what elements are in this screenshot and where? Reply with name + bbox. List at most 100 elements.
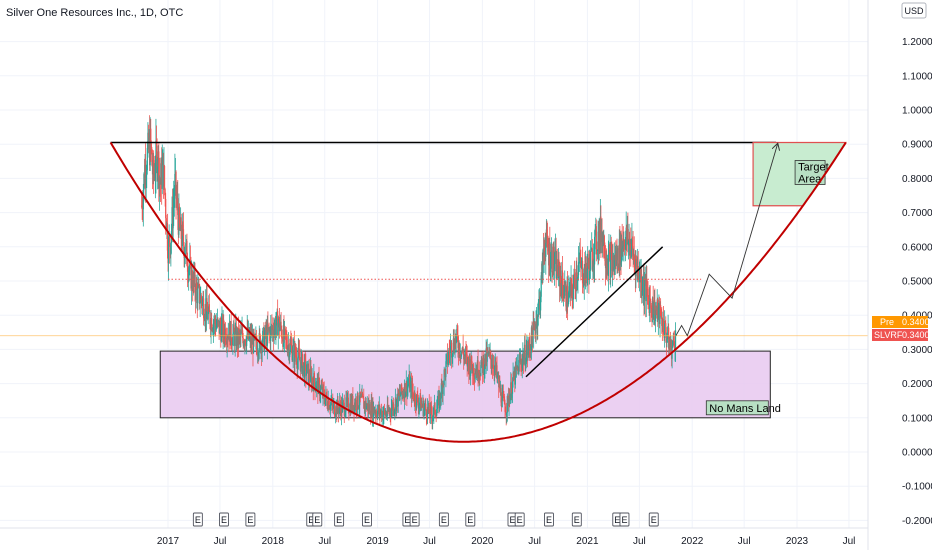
candle-body bbox=[527, 349, 529, 356]
earnings-marker[interactable]: E bbox=[219, 512, 229, 527]
earnings-marker[interactable]: E bbox=[571, 512, 582, 527]
candle-body bbox=[506, 396, 508, 413]
earnings-marker[interactable]: E bbox=[334, 512, 345, 527]
candle-body bbox=[146, 170, 148, 176]
pre-label: Pre bbox=[880, 317, 894, 327]
candle-body bbox=[633, 253, 635, 261]
earnings-marker[interactable]: E bbox=[544, 512, 554, 527]
candle bbox=[195, 274, 197, 309]
candle-body bbox=[455, 335, 457, 344]
candle bbox=[387, 397, 389, 414]
earnings-marker-label: E bbox=[247, 515, 253, 525]
earnings-marker-box bbox=[514, 512, 525, 527]
chart-title: Silver One Resources Inc., 1D, OTC bbox=[6, 7, 183, 19]
candle bbox=[459, 342, 461, 362]
candle-body bbox=[196, 283, 198, 289]
candle bbox=[525, 339, 527, 369]
candle-body bbox=[151, 149, 153, 166]
earnings-marker[interactable]: E bbox=[192, 512, 203, 527]
candle-body bbox=[191, 270, 193, 286]
earnings-marker[interactable]: E bbox=[409, 512, 420, 527]
no-mans-land-label-text: No Mans Land bbox=[709, 403, 781, 415]
candle-body bbox=[313, 373, 316, 383]
candle bbox=[635, 250, 637, 289]
earnings-marker[interactable]: E bbox=[312, 512, 323, 527]
candle bbox=[649, 285, 651, 323]
candle bbox=[156, 138, 158, 182]
candle-body bbox=[573, 273, 575, 287]
candle-body bbox=[448, 351, 450, 360]
earnings-marker[interactable]: E bbox=[438, 512, 449, 527]
candle bbox=[288, 338, 290, 365]
candle-body bbox=[356, 409, 358, 411]
candle-body bbox=[607, 253, 609, 277]
candle-body bbox=[545, 243, 547, 257]
candle-body bbox=[279, 327, 281, 331]
earnings-marker-box bbox=[438, 512, 449, 527]
candle-body bbox=[186, 265, 189, 272]
candle-body bbox=[259, 333, 261, 336]
candle-body bbox=[294, 345, 297, 356]
time-tick-label: Jul bbox=[738, 536, 751, 547]
candle bbox=[518, 354, 520, 376]
cup-curve bbox=[109, 141, 847, 443]
candle bbox=[448, 339, 450, 364]
candle-body bbox=[610, 250, 612, 278]
time-tick-label: Jul bbox=[214, 536, 227, 547]
candle-body bbox=[460, 350, 462, 357]
candle-body bbox=[438, 393, 441, 409]
candle bbox=[674, 322, 677, 363]
candle-body bbox=[558, 259, 560, 267]
candle-body bbox=[496, 365, 498, 377]
earnings-marker-box bbox=[619, 512, 630, 527]
candle-body bbox=[399, 392, 401, 396]
earnings-marker[interactable]: E bbox=[361, 512, 372, 527]
candle bbox=[672, 341, 674, 349]
earnings-marker[interactable]: E bbox=[619, 512, 630, 527]
earnings-marker[interactable]: E bbox=[514, 512, 525, 527]
candle-body bbox=[306, 364, 308, 373]
candle-body bbox=[242, 330, 244, 338]
candle bbox=[270, 314, 272, 352]
earnings-marker[interactable]: E bbox=[465, 512, 476, 527]
time-tick-label: Jul bbox=[528, 536, 541, 547]
candle bbox=[151, 147, 153, 167]
candle-body bbox=[390, 409, 392, 416]
candle bbox=[395, 399, 398, 417]
candle-body bbox=[369, 404, 371, 415]
candle-body bbox=[592, 266, 594, 270]
candle bbox=[589, 240, 592, 279]
candle-body bbox=[620, 238, 623, 263]
time-axis[interactable]: 2017 Jul 2018 Jul 2019 Jul 2020 Jul 2021 Jul 2022 J… bbox=[0, 527, 868, 547]
time-tick-label: 2021 bbox=[576, 536, 599, 547]
earnings-marker[interactable]: E bbox=[648, 512, 659, 527]
candle-body bbox=[150, 143, 152, 150]
earnings-marker-box bbox=[361, 512, 372, 527]
candle-body bbox=[542, 250, 544, 281]
currency-badge[interactable]: USD bbox=[901, 2, 927, 19]
earnings-marker-box bbox=[219, 512, 229, 527]
candle bbox=[394, 407, 396, 421]
candle-body bbox=[318, 380, 321, 396]
earnings-marker[interactable]: E bbox=[245, 512, 256, 527]
candle-body bbox=[209, 311, 211, 325]
candle bbox=[591, 239, 593, 272]
candle-body bbox=[266, 324, 268, 346]
candle-body bbox=[448, 351, 450, 352]
candle bbox=[660, 298, 662, 317]
candle-body bbox=[379, 406, 381, 415]
candle-body bbox=[417, 395, 419, 403]
candle bbox=[471, 355, 473, 370]
candle-body bbox=[299, 360, 301, 363]
candle bbox=[414, 392, 417, 414]
candle-body bbox=[673, 341, 676, 350]
candle-body bbox=[219, 322, 221, 330]
candle-body bbox=[443, 369, 445, 386]
time-tick-label: Jul bbox=[318, 536, 331, 547]
price-axis[interactable]: 1.2000 1.1000 1.0000 0.9000 0.8000 0.7000 0.60… bbox=[867, 0, 932, 550]
candle-body bbox=[281, 329, 283, 339]
candle-body bbox=[621, 238, 623, 249]
